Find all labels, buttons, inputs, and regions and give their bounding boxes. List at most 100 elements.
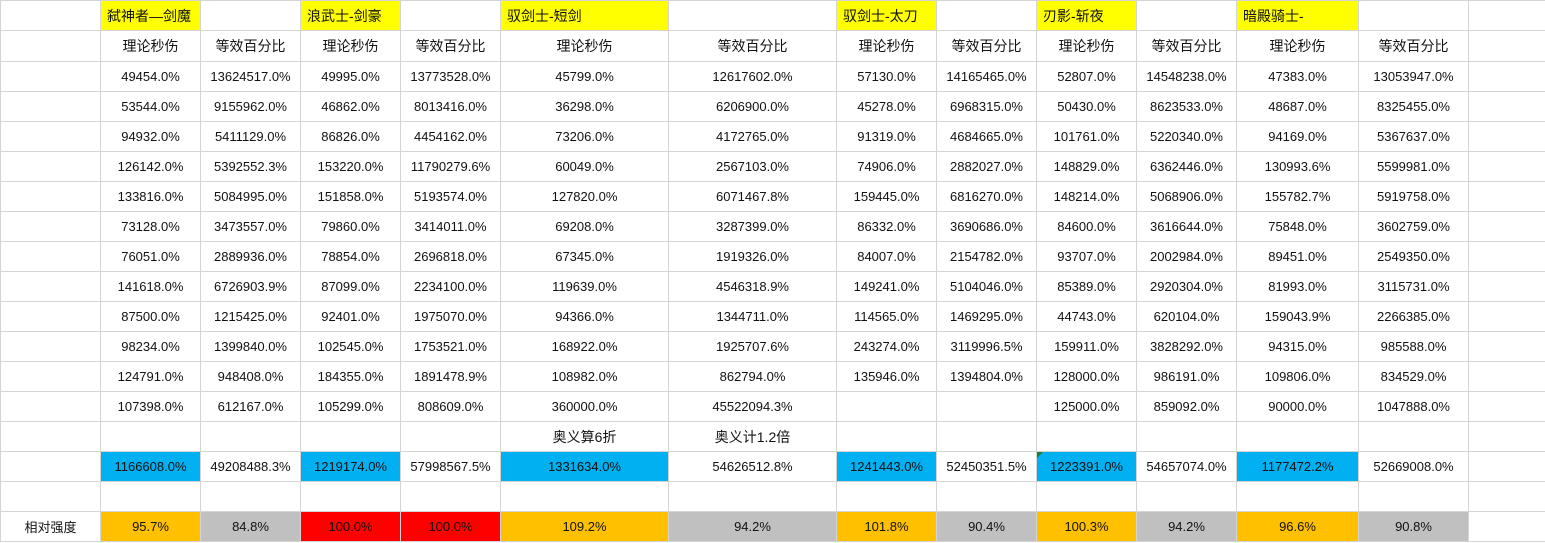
note-cell[interactable] (1036, 421, 1137, 452)
ratio-value-cell[interactable]: 3473557.0% (200, 211, 301, 242)
row-label-cell[interactable] (0, 181, 101, 212)
empty-cell[interactable] (1468, 421, 1545, 452)
note-cell[interactable] (1358, 421, 1469, 452)
note-cell[interactable] (936, 421, 1037, 452)
row-label-cell[interactable] (0, 211, 101, 242)
empty-cell[interactable] (836, 481, 937, 512)
dps-value-cell[interactable]: 49454.0% (100, 61, 201, 92)
dps-value-cell[interactable]: 44743.0% (1036, 301, 1137, 332)
ratio-value-cell[interactable]: 13773528.0% (400, 61, 501, 92)
empty-cell[interactable] (1468, 0, 1545, 31)
dps-value-cell[interactable]: 36298.0% (500, 91, 669, 122)
row-label-cell[interactable] (0, 301, 101, 332)
dps-value-cell[interactable]: 94366.0% (500, 301, 669, 332)
relative-dps-cell[interactable]: 95.7% (100, 511, 201, 542)
dps-value-cell[interactable]: 94932.0% (100, 121, 201, 152)
ratio-header-cell[interactable]: 等效百分比 (1358, 30, 1469, 62)
empty-cell[interactable] (1468, 451, 1545, 482)
class-name-cell[interactable]: 刃影-斩夜 (1036, 0, 1137, 31)
ratio-value-cell[interactable]: 6968315.0% (936, 91, 1037, 122)
row-label-cell[interactable] (0, 30, 101, 62)
note-cell[interactable]: 奥义算6折 (500, 421, 669, 452)
dps-value-cell[interactable]: 148214.0% (1036, 181, 1137, 212)
dps-header-cell[interactable]: 理论秒伤 (300, 30, 401, 62)
dps-value-cell[interactable]: 87500.0% (100, 301, 201, 332)
ratio-value-cell[interactable]: 12617602.0% (668, 61, 837, 92)
relative-ratio-cell[interactable]: 100.0% (400, 511, 501, 542)
dps-value-cell[interactable] (836, 391, 937, 422)
ratio-value-cell[interactable]: 5084995.0% (200, 181, 301, 212)
ratio-value-cell[interactable] (936, 391, 1037, 422)
dps-value-cell[interactable]: 98234.0% (100, 331, 201, 362)
dps-value-cell[interactable]: 141618.0% (100, 271, 201, 302)
ratio-value-cell[interactable]: 6726903.9% (200, 271, 301, 302)
dps-value-cell[interactable]: 78854.0% (300, 241, 401, 272)
ratio-value-cell[interactable]: 1469295.0% (936, 301, 1037, 332)
ratio-value-cell[interactable]: 14548238.0% (1136, 61, 1237, 92)
dps-value-cell[interactable]: 60049.0% (500, 151, 669, 182)
empty-cell[interactable] (1136, 0, 1237, 31)
row-label-cell[interactable] (0, 241, 101, 272)
note-cell[interactable] (1236, 421, 1359, 452)
dps-header-cell[interactable]: 理论秒伤 (500, 30, 669, 62)
ratio-value-cell[interactable]: 2882027.0% (936, 151, 1037, 182)
class-name-cell[interactable]: 浪武士-剑豪 (300, 0, 401, 31)
dps-value-cell[interactable]: 108982.0% (500, 361, 669, 392)
total-ratio-cell[interactable]: 52450351.5% (936, 451, 1037, 482)
dps-value-cell[interactable]: 124791.0% (100, 361, 201, 392)
dps-value-cell[interactable]: 94169.0% (1236, 121, 1359, 152)
total-dps-cell[interactable]: 1219174.0% (300, 451, 401, 482)
total-dps-cell[interactable]: 1223391.0% (1036, 451, 1137, 482)
ratio-value-cell[interactable]: 859092.0% (1136, 391, 1237, 422)
total-ratio-cell[interactable]: 54657074.0% (1136, 451, 1237, 482)
ratio-value-cell[interactable]: 8325455.0% (1358, 91, 1469, 122)
ratio-value-cell[interactable]: 5411129.0% (200, 121, 301, 152)
dps-value-cell[interactable]: 69208.0% (500, 211, 669, 242)
relative-dps-cell[interactable]: 96.6% (1236, 511, 1359, 542)
ratio-value-cell[interactable]: 808609.0% (400, 391, 501, 422)
ratio-value-cell[interactable]: 3828292.0% (1136, 331, 1237, 362)
dps-value-cell[interactable]: 45278.0% (836, 91, 937, 122)
total-ratio-cell[interactable]: 54626512.8% (668, 451, 837, 482)
dps-value-cell[interactable]: 76051.0% (100, 241, 201, 272)
dps-value-cell[interactable]: 73128.0% (100, 211, 201, 242)
ratio-value-cell[interactable]: 612167.0% (200, 391, 301, 422)
ratio-value-cell[interactable]: 4684665.0% (936, 121, 1037, 152)
dps-value-cell[interactable]: 133816.0% (100, 181, 201, 212)
ratio-header-cell[interactable]: 等效百分比 (936, 30, 1037, 62)
total-dps-cell[interactable]: 1177472.2% (1236, 451, 1359, 482)
row-label-cell[interactable] (0, 451, 101, 482)
dps-value-cell[interactable]: 135946.0% (836, 361, 937, 392)
ratio-header-cell[interactable]: 等效百分比 (1136, 30, 1237, 62)
note-cell[interactable] (200, 421, 301, 452)
dps-value-cell[interactable]: 125000.0% (1036, 391, 1137, 422)
ratio-value-cell[interactable]: 8013416.0% (400, 91, 501, 122)
total-dps-cell[interactable]: 1241443.0% (836, 451, 937, 482)
relative-dps-cell[interactable]: 100.0% (300, 511, 401, 542)
dps-value-cell[interactable]: 74906.0% (836, 151, 937, 182)
ratio-value-cell[interactable]: 1753521.0% (400, 331, 501, 362)
row-label-cell[interactable] (0, 421, 101, 452)
ratio-value-cell[interactable]: 2889936.0% (200, 241, 301, 272)
total-ratio-cell[interactable]: 52669008.0% (1358, 451, 1469, 482)
ratio-value-cell[interactable]: 2234100.0% (400, 271, 501, 302)
ratio-value-cell[interactable]: 862794.0% (668, 361, 837, 392)
dps-value-cell[interactable]: 52807.0% (1036, 61, 1137, 92)
ratio-value-cell[interactable]: 1215425.0% (200, 301, 301, 332)
note-cell[interactable]: 奥义计1.2倍 (668, 421, 837, 452)
empty-cell[interactable] (1468, 91, 1545, 122)
dps-value-cell[interactable]: 109806.0% (1236, 361, 1359, 392)
empty-cell[interactable] (200, 481, 301, 512)
dps-value-cell[interactable]: 130993.6% (1236, 151, 1359, 182)
dps-value-cell[interactable]: 105299.0% (300, 391, 401, 422)
dps-value-cell[interactable]: 114565.0% (836, 301, 937, 332)
empty-cell[interactable] (200, 0, 301, 31)
empty-cell[interactable] (1468, 151, 1545, 182)
empty-cell[interactable] (1468, 511, 1545, 542)
ratio-value-cell[interactable]: 2920304.0% (1136, 271, 1237, 302)
total-ratio-cell[interactable]: 57998567.5% (400, 451, 501, 482)
empty-cell[interactable] (1468, 121, 1545, 152)
dps-value-cell[interactable]: 159043.9% (1236, 301, 1359, 332)
note-cell[interactable] (100, 421, 201, 452)
dps-value-cell[interactable]: 159911.0% (1036, 331, 1137, 362)
